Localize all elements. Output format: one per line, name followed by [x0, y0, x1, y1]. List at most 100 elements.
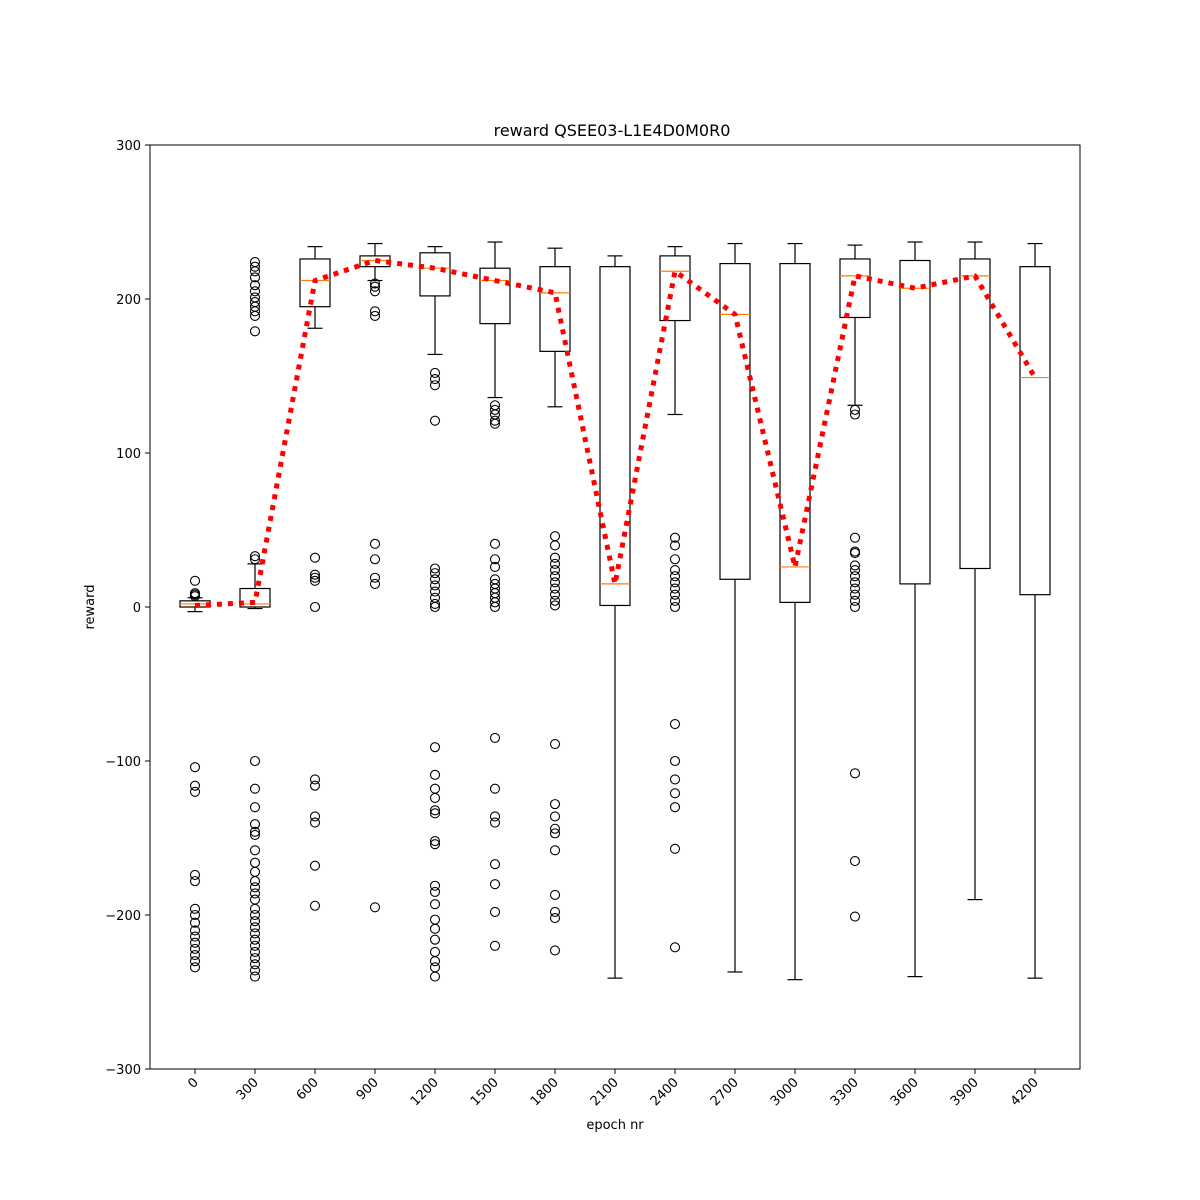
- outlier-point: [429, 415, 441, 426]
- outlier-point: [549, 845, 561, 856]
- outlier-point: [249, 280, 261, 291]
- outlier-point: [189, 591, 201, 602]
- outlier-point: [489, 597, 501, 608]
- outlier-point: [429, 574, 441, 585]
- box-group: [299, 246, 331, 911]
- outlier-point: [249, 882, 261, 893]
- box: [779, 262, 811, 603]
- outlier-point: [549, 577, 561, 588]
- outlier-point: [309, 569, 321, 580]
- outlier-point: [489, 817, 501, 828]
- outlier-point: [249, 959, 261, 970]
- outlier-point: [489, 783, 501, 794]
- y-tick-label: 300: [116, 139, 141, 154]
- mean-trend-line: [194, 258, 1038, 608]
- outlier-point: [849, 560, 861, 571]
- outlier-point: [549, 823, 561, 834]
- outlier-point: [549, 571, 561, 582]
- outlier-point: [249, 888, 261, 899]
- box: [659, 255, 691, 322]
- outlier-point: [309, 780, 321, 791]
- outlier-point: [429, 580, 441, 591]
- outlier-point: [549, 540, 561, 551]
- outlier-point: [549, 589, 561, 600]
- outlier-point: [189, 925, 201, 936]
- outlier-point: [489, 940, 501, 951]
- box: [899, 259, 931, 585]
- outlier-point: [849, 548, 861, 559]
- outlier-point: [549, 913, 561, 924]
- box: [599, 266, 631, 607]
- outlier-point: [669, 755, 681, 767]
- outlier-point: [669, 583, 681, 594]
- box-group: [179, 575, 211, 973]
- outlier-point: [309, 860, 321, 871]
- outlier-point: [429, 568, 441, 579]
- outlier-point: [249, 755, 261, 767]
- box-group: [779, 242, 811, 981]
- outlier-point: [369, 306, 381, 317]
- outlier-point: [189, 917, 201, 928]
- outlier-point: [309, 575, 321, 586]
- outlier-point: [249, 819, 261, 830]
- outlier-point: [489, 859, 501, 870]
- outlier-point: [489, 561, 501, 573]
- outlier-point: [189, 780, 201, 791]
- outlier-point: [489, 404, 501, 415]
- outlier-point: [669, 564, 681, 576]
- outlier-point: [849, 404, 861, 415]
- outlier-point: [849, 409, 861, 420]
- box-group: [599, 255, 631, 979]
- outlier-point: [429, 836, 441, 847]
- box-group: [419, 246, 451, 982]
- outlier-point: [429, 374, 441, 385]
- y-tick-label: 0: [133, 601, 141, 616]
- outlier-point: [309, 817, 321, 828]
- outlier-point: [849, 532, 861, 543]
- outlier-point: [249, 876, 261, 887]
- outlier-point: [369, 281, 381, 292]
- outlier-point: [429, 601, 441, 613]
- outlier-point: [549, 945, 561, 956]
- outlier-point: [429, 367, 441, 378]
- outlier-point: [669, 942, 681, 953]
- x-axis-label: epoch nr: [586, 1118, 644, 1133]
- outlier-point: [249, 845, 261, 856]
- outlier-point: [429, 769, 441, 780]
- outlier-point: [249, 903, 261, 914]
- outlier-point: [429, 742, 441, 753]
- outlier-point: [189, 903, 201, 914]
- outlier-point: [849, 589, 861, 600]
- outlier-point: [849, 564, 861, 576]
- outlier-point: [189, 786, 201, 797]
- outlier-point: [489, 811, 501, 822]
- outlier-point: [489, 906, 501, 917]
- outlier-point: [669, 595, 681, 606]
- box-group: [839, 244, 871, 922]
- outlier-point: [549, 906, 561, 917]
- outlier-point: [669, 774, 681, 785]
- outlier-point: [249, 266, 261, 277]
- box: [539, 266, 571, 352]
- outlier-point: [489, 415, 501, 426]
- outlier-point: [249, 554, 261, 565]
- box-group: [899, 241, 931, 978]
- outlier-point: [249, 261, 261, 272]
- outlier-point: [369, 554, 381, 565]
- outlier-point: [669, 788, 681, 799]
- box: [719, 262, 751, 580]
- outlier-point: [429, 380, 441, 391]
- box: [1019, 266, 1051, 596]
- box: [839, 258, 871, 319]
- outlier-point: [429, 586, 441, 597]
- outlier-point: [249, 829, 261, 840]
- outlier-point: [369, 572, 381, 583]
- outlier-point: [429, 956, 441, 967]
- outlier-point: [549, 583, 561, 594]
- box: [959, 258, 991, 570]
- outlier-point: [249, 928, 261, 939]
- outlier-point: [249, 940, 261, 951]
- outlier-point: [369, 538, 381, 549]
- outlier-point: [429, 923, 441, 934]
- outlier-point: [549, 739, 561, 750]
